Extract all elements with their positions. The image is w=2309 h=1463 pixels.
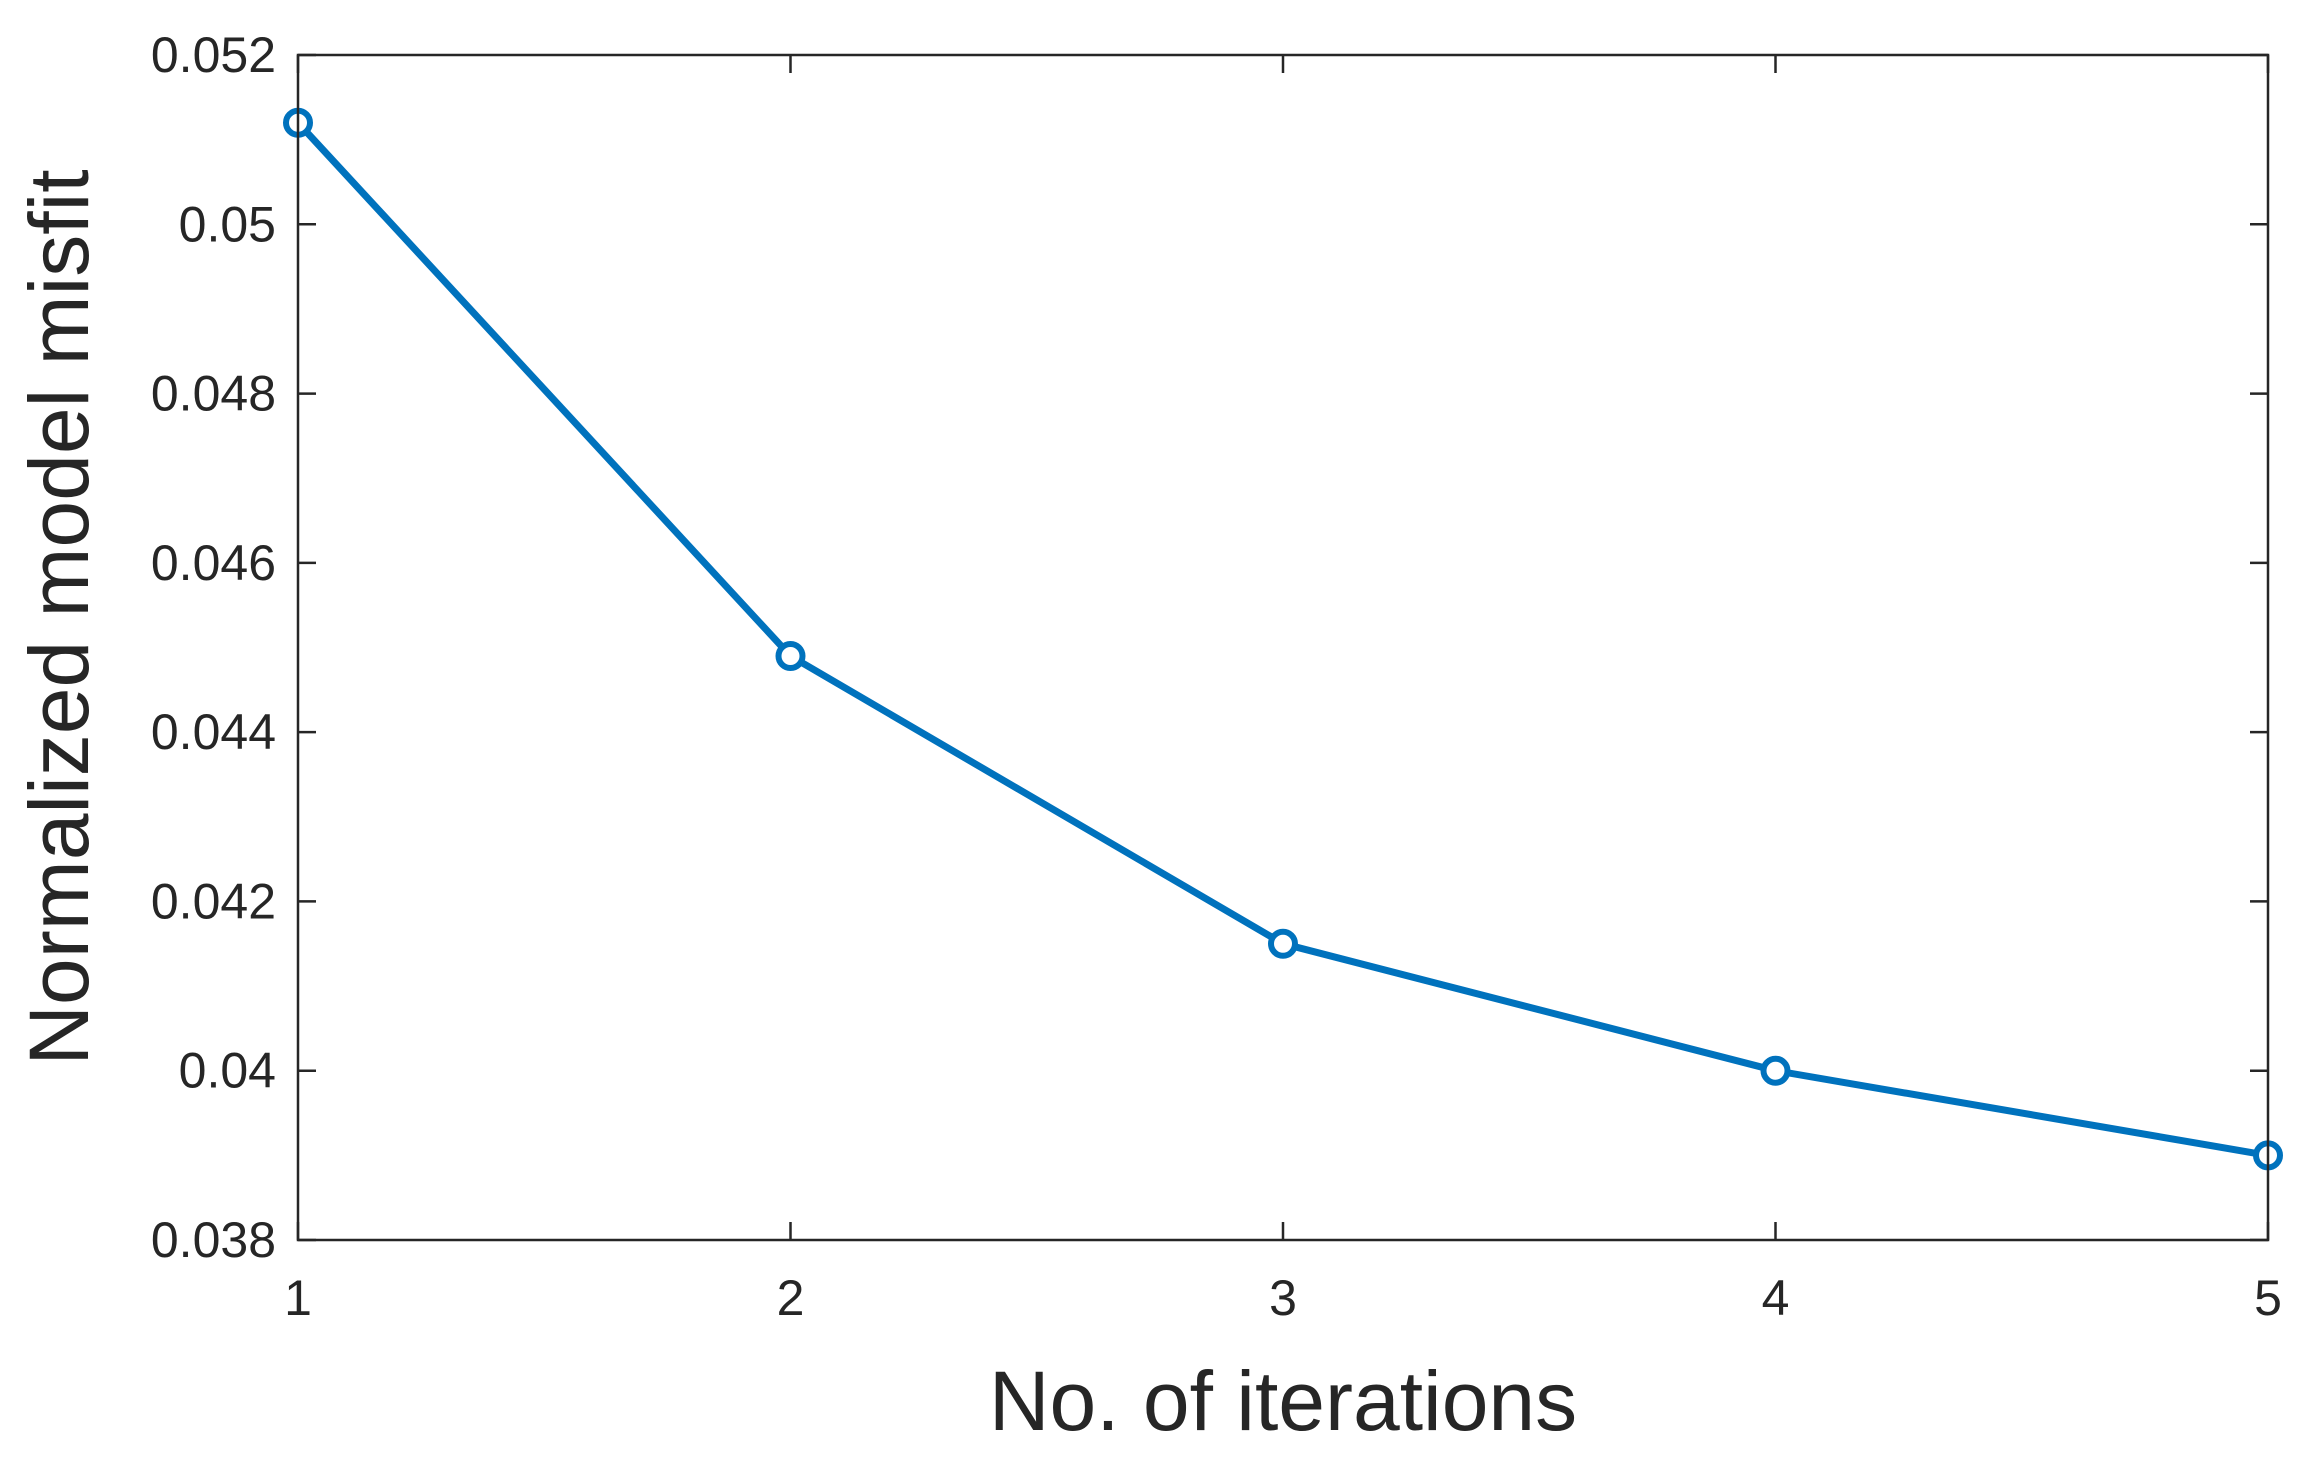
y-axis-title: Normalized model misfit [12, 169, 106, 1065]
data-point-marker [1760, 1055, 1791, 1086]
tick-marks [296, 53, 2270, 1242]
x-tick-labels: 1 2 3 4 5 [284, 1270, 2282, 1326]
series-line [294, 119, 2272, 1159]
y-tick-label: 0.044 [151, 704, 276, 760]
y-tick-label: 0.048 [151, 366, 276, 422]
data-point-marker [775, 640, 806, 671]
y-tick-labels: 0.038 0.04 0.042 0.044 0.046 0.048 0.05 0.052 [151, 27, 276, 1268]
y-tick-label: 0.042 [151, 873, 276, 929]
x-tick-label: 5 [2254, 1270, 2282, 1326]
y-tick-label: 0.046 [151, 535, 276, 591]
x-tick-label: 4 [1762, 1270, 1790, 1326]
x-tick-label: 3 [1269, 1270, 1297, 1326]
x-tick-label: 1 [284, 1270, 312, 1326]
x-tick-label: 2 [777, 1270, 805, 1326]
y-tick-label: 0.052 [151, 27, 276, 83]
y-tick-label: 0.04 [179, 1043, 276, 1099]
y-tick-label: 0.038 [151, 1212, 276, 1268]
data-point-marker [1268, 928, 1298, 959]
x-axis-title: No. of iterations [989, 1354, 1577, 1448]
y-tick-label: 0.05 [179, 196, 276, 252]
series-layer [283, 107, 2283, 1171]
plot-frame [296, 53, 2270, 1242]
